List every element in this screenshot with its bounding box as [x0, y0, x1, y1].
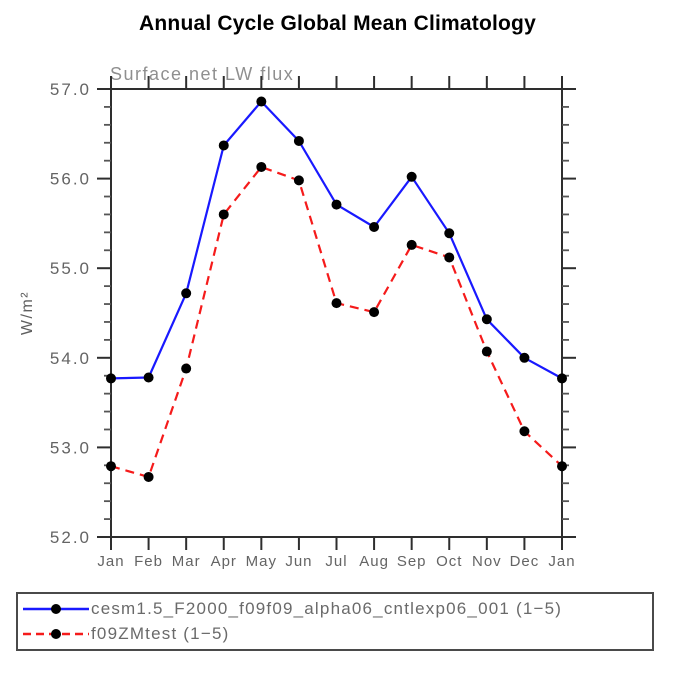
data-point-marker — [331, 298, 342, 309]
x-tick-label: Jan — [97, 553, 124, 570]
data-point-marker — [218, 140, 229, 151]
y-tick-label: 56.0 — [50, 170, 91, 189]
y-axis-label: W/m² — [19, 291, 36, 335]
series-line-cesm1.5_F2000_f09f09_alpha06_cntlexp06_001 — [110, 100, 563, 380]
data-point-marker — [218, 209, 229, 220]
x-tick-label: Jul — [325, 553, 347, 570]
legend-box: cesm1.5_F2000_f09f09_alpha06_cntlexp06_0… — [16, 592, 654, 651]
legend-sample-solid-line — [23, 603, 89, 614]
data-point-marker — [143, 471, 154, 482]
x-tick-label: Apr — [211, 553, 237, 570]
legend-sample-dashed-line — [23, 629, 89, 640]
data-point-marker — [106, 461, 116, 472]
data-point-marker — [181, 288, 192, 299]
data-point-marker — [557, 373, 567, 384]
data-point-marker — [293, 135, 304, 146]
y-tick-label: 57.0 — [50, 80, 91, 99]
x-tick-label: Dec — [510, 553, 540, 570]
x-tick-label: Mar — [172, 553, 201, 570]
data-point-marker — [406, 239, 417, 250]
data-point-marker — [256, 161, 267, 172]
data-point-marker — [406, 171, 417, 182]
data-point-marker — [481, 346, 492, 357]
data-point-marker — [143, 372, 154, 383]
data-point-marker — [293, 175, 304, 186]
x-tick-label: Oct — [436, 553, 462, 570]
data-point-marker — [557, 461, 567, 472]
data-point-marker — [444, 252, 455, 263]
chart-title: Annual Cycle Global Mean Climatology — [139, 12, 536, 35]
legend-label-f09zmtest: f09ZMtest (1−5) — [91, 624, 230, 644]
x-tick-label: Feb — [134, 553, 163, 570]
y-tick-label: 55.0 — [50, 259, 91, 278]
legend-marker-dot — [51, 603, 61, 614]
y-tick-label: 53.0 — [50, 438, 91, 457]
chart-subtitle: Surface net LW flux — [110, 64, 294, 84]
x-tick-label: Sep — [397, 553, 427, 570]
series-line-f09ZMtest — [110, 165, 563, 479]
legend-item-cesm: cesm1.5_F2000_f09f09_alpha06_cntlexp06_0… — [22, 596, 652, 622]
y-tick-label: 54.0 — [50, 349, 91, 368]
data-point-marker — [181, 363, 192, 374]
x-tick-label: May — [246, 553, 277, 570]
data-point-marker — [256, 96, 267, 107]
data-point-marker — [519, 352, 530, 363]
data-point-marker — [331, 199, 342, 210]
annual-cycle-line-chart: Surface net LW flux 52.0 53.0 54.0 55.0 56.0 5… — [19, 64, 576, 570]
legend-item-f09zmtest: f09ZMtest (1−5) — [22, 622, 652, 648]
data-point-marker — [444, 228, 455, 239]
x-tick-label: Jun — [285, 553, 312, 570]
y-tick-label: 52.0 — [50, 528, 91, 547]
data-point-marker — [106, 373, 116, 384]
data-point-marker — [369, 307, 380, 318]
x-tick-label: Jan — [548, 553, 575, 570]
x-tick-label: Nov — [472, 553, 502, 570]
data-point-marker — [519, 426, 530, 437]
plot-frame — [110, 88, 563, 538]
data-point-marker — [369, 221, 380, 232]
x-tick-label: Aug — [359, 553, 389, 570]
legend-marker-dot — [51, 629, 61, 640]
legend-label-cesm: cesm1.5_F2000_f09f09_alpha06_cntlexp06_0… — [91, 598, 563, 618]
data-point-marker — [481, 314, 492, 325]
